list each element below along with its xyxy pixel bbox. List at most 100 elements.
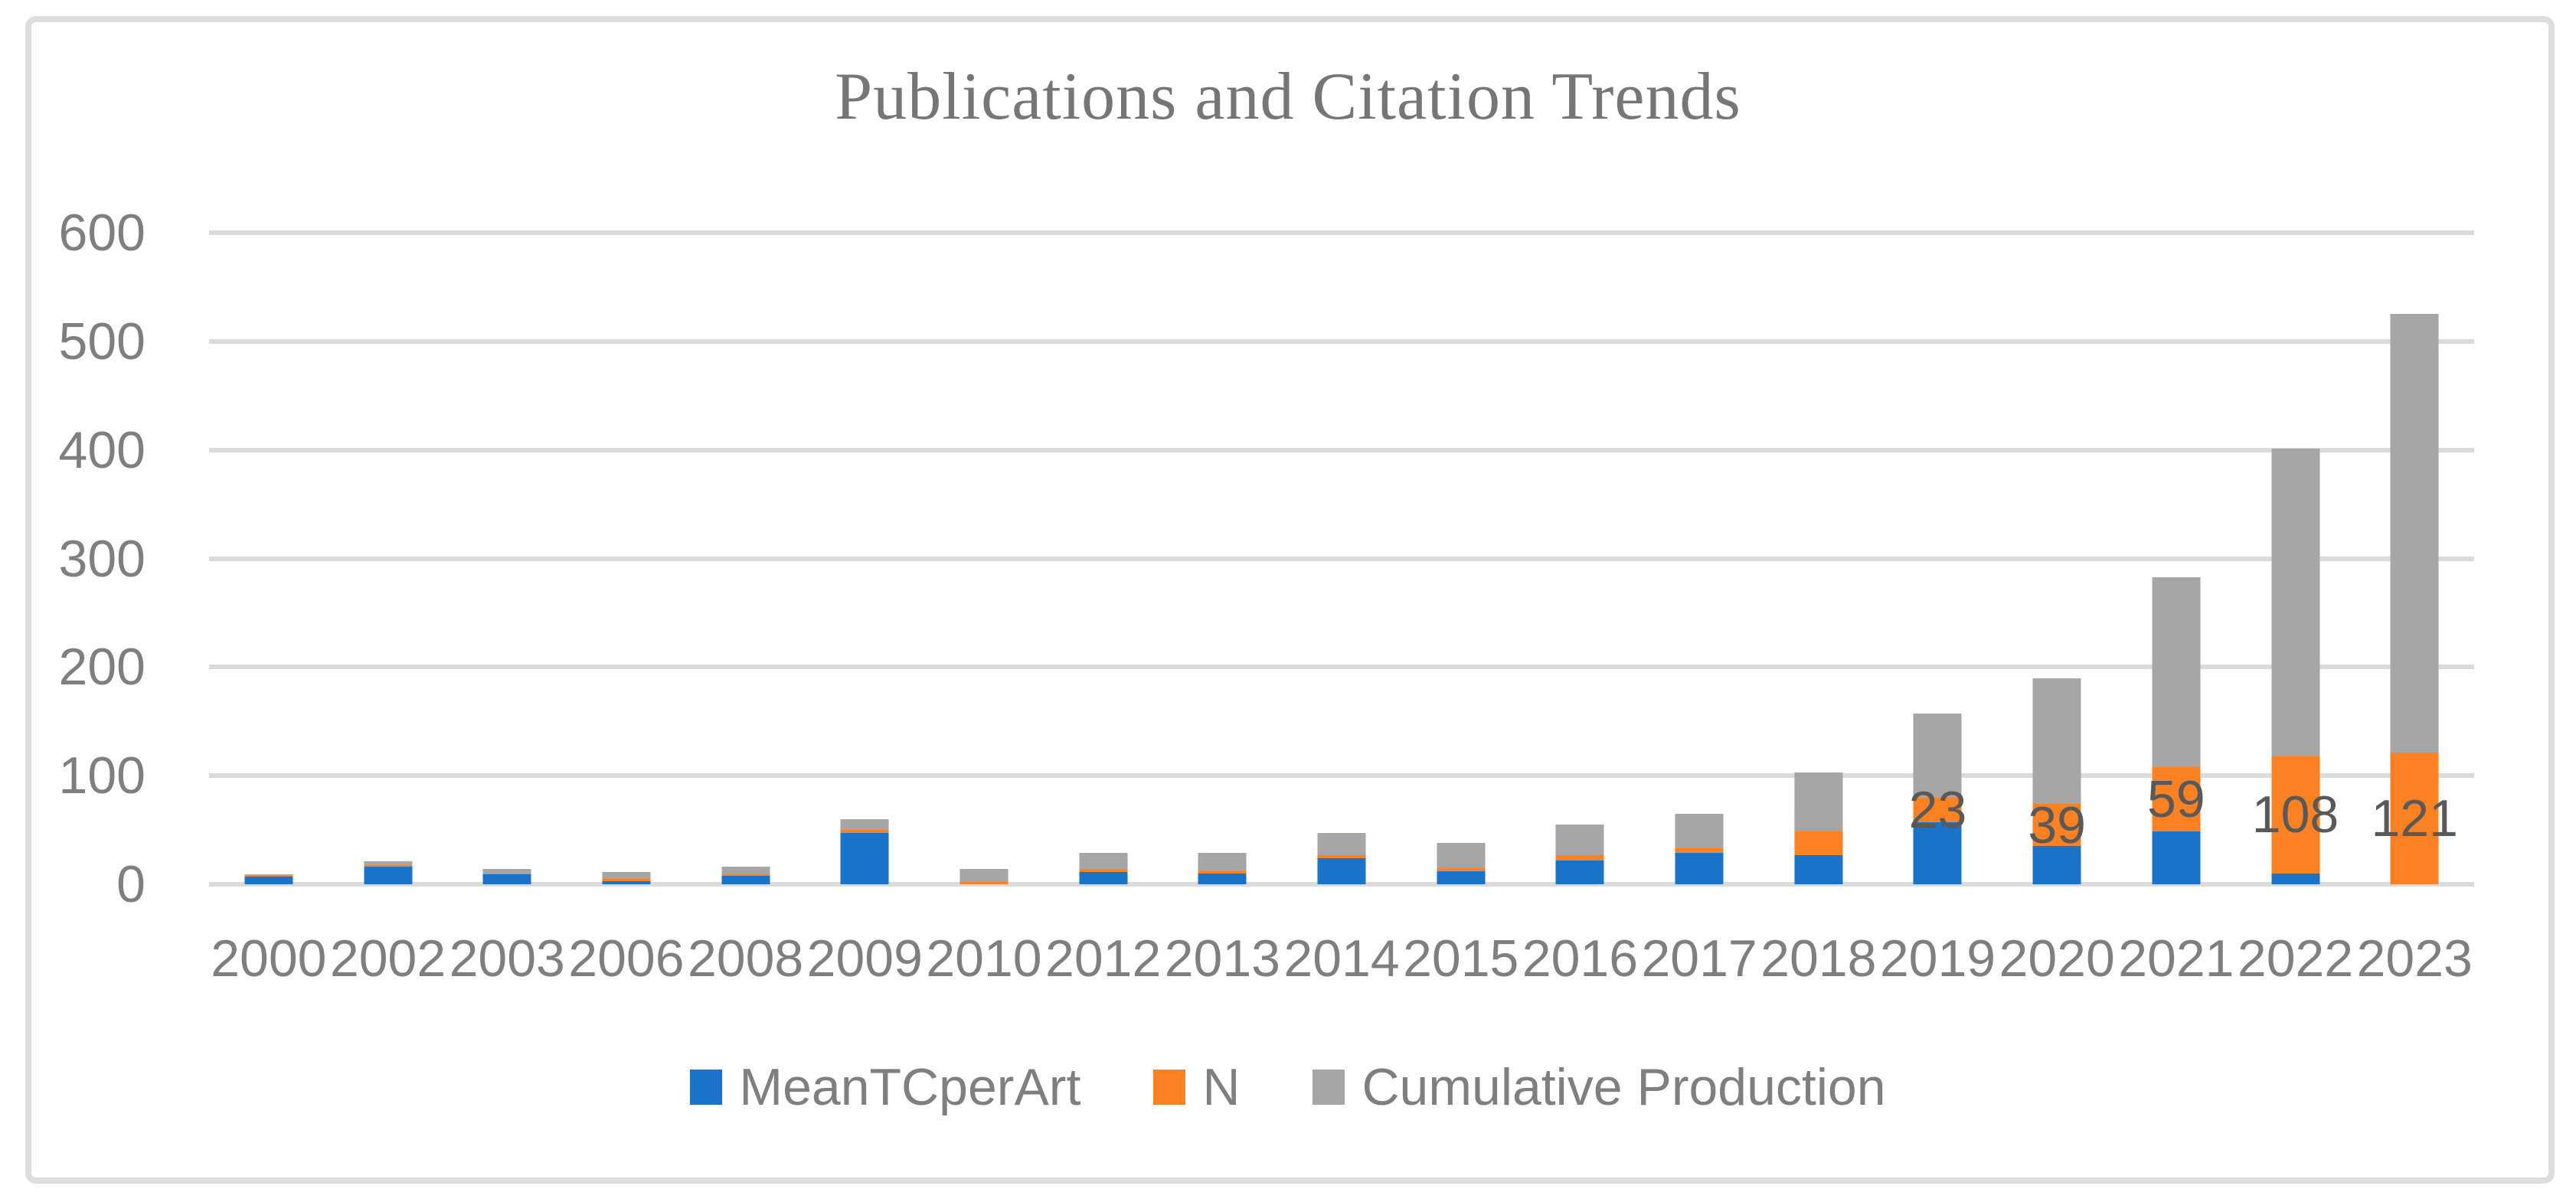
segment-n <box>602 878 651 881</box>
segment-n <box>244 875 293 877</box>
segment-n <box>2152 766 2201 831</box>
segment-cumulative-production <box>1437 843 1486 868</box>
legend-swatch-icon <box>1153 1070 1186 1105</box>
segment-meantcperart <box>2271 873 2320 884</box>
stacked-bar-2013 <box>1198 852 1247 884</box>
segment-cumulative-production <box>1198 852 1247 872</box>
segment-cumulative-production <box>721 867 770 875</box>
stacked-bar-2003 <box>482 869 531 884</box>
stacked-bar-2009 <box>840 818 889 884</box>
bar-slot-2006 <box>567 233 686 884</box>
data-label-2019: 23 <box>1908 780 1967 839</box>
bar-slot-2019: 23 <box>1878 233 1998 884</box>
stacked-bar-2008 <box>721 867 770 884</box>
chart-frame-border <box>25 16 2555 1184</box>
segment-n <box>1317 854 1366 858</box>
segment-meantcperart <box>1198 873 1247 884</box>
stacked-bar-2022 <box>2271 449 2320 884</box>
gridline-300 <box>209 557 2474 561</box>
bar-slot-2008 <box>686 233 806 884</box>
segment-n <box>2271 756 2320 874</box>
bar-slot-2023: 121 <box>2355 233 2474 884</box>
bar-slot-2015 <box>1401 233 1521 884</box>
segment-n <box>840 830 889 834</box>
segment-cumulative-production <box>1079 852 1128 870</box>
x-tick-label-2002: 2002 <box>329 929 446 988</box>
segment-meantcperart <box>1317 858 1366 884</box>
segment-cumulative-production <box>2271 449 2320 756</box>
y-axis-tick-labels: 600 500 400 300 200 100 0 <box>0 0 145 1202</box>
legend-item-meantcperart: MeanTCperArt <box>690 1061 1080 1113</box>
x-tick-label-2019: 2019 <box>1879 929 1996 988</box>
segment-cumulative-production <box>2390 314 2439 753</box>
segment-meantcperart <box>1079 872 1128 884</box>
x-tick-label-2021: 2021 <box>2118 929 2234 988</box>
segment-cumulative-production <box>2032 678 2081 805</box>
legend-item-n: N <box>1153 1061 1240 1113</box>
stacked-bar-2002 <box>364 861 413 884</box>
stacked-bar-2018 <box>1794 772 1843 884</box>
segment-meantcperart <box>1555 860 1604 884</box>
stacked-bar-2015 <box>1437 843 1486 884</box>
x-tick-label-2006: 2006 <box>568 929 685 988</box>
gridline-100 <box>209 773 2474 778</box>
bars-container: 23 39 59 108 121 <box>209 233 2474 884</box>
x-tick-label-2003: 2003 <box>449 929 565 988</box>
stacked-bar-2000 <box>244 874 293 884</box>
segment-cumulative-production <box>1913 714 1962 798</box>
stacked-bar-2021 <box>2152 577 2201 884</box>
segment-meantcperart <box>1675 852 1724 884</box>
bar-slot-2010 <box>924 233 1044 884</box>
segment-n <box>1079 869 1128 873</box>
segment-meantcperart <box>482 874 531 884</box>
gridline-200 <box>209 665 2474 669</box>
legend-item-cumulative-production: Cumulative Production <box>1313 1058 1886 1116</box>
x-tick-label-2015: 2015 <box>1403 929 1519 988</box>
stacked-bar-2023 <box>2390 314 2439 884</box>
y-tick-label: 0 <box>116 855 145 913</box>
plot-area: 23 39 59 108 121 <box>209 230 2474 887</box>
segment-n <box>1913 797 1962 823</box>
segment-n <box>2390 753 2439 884</box>
stacked-bar-2020 <box>2032 678 2081 884</box>
x-tick-label-2000: 2000 <box>211 929 327 988</box>
segment-cumulative-production <box>244 874 293 876</box>
chart-title: Publications and Citation Trends <box>835 60 1741 134</box>
bar-slot-2012 <box>1044 233 1163 884</box>
segment-cumulative-production <box>1317 833 1366 855</box>
data-label-2023: 121 <box>2371 789 2458 848</box>
bar-slot-2018 <box>1759 233 1878 884</box>
segment-meantcperart <box>840 833 889 884</box>
segment-n <box>1437 867 1486 871</box>
x-tick-label-2018: 2018 <box>1760 929 1877 988</box>
segment-meantcperart <box>364 867 413 884</box>
legend-label: Cumulative Production <box>1362 1058 1886 1116</box>
legend-label: MeanTCperArt <box>739 1058 1081 1116</box>
segment-cumulative-production <box>482 869 531 874</box>
segment-meantcperart <box>1794 854 1843 884</box>
x-tick-label-2012: 2012 <box>1045 929 1162 988</box>
segment-n <box>721 874 770 876</box>
segment-meantcperart <box>602 880 651 884</box>
gridline-500 <box>209 339 2474 344</box>
x-tick-label-2020: 2020 <box>1999 929 2115 988</box>
bar-slot-2002 <box>329 233 448 884</box>
x-tick-label-2013: 2013 <box>1164 929 1280 988</box>
segment-n <box>1198 871 1247 874</box>
bar-slot-2017 <box>1639 233 1759 884</box>
stacked-bar-2014 <box>1317 833 1366 884</box>
bar-slot-2009 <box>805 233 924 884</box>
segment-cumulative-production <box>1555 825 1604 855</box>
stacked-bar-2017 <box>1675 813 1724 884</box>
stacked-bar-2019 <box>1913 714 1962 884</box>
data-label-2021: 59 <box>2147 769 2205 828</box>
stacked-bar-2012 <box>1079 852 1128 884</box>
bar-slot-2020: 39 <box>1997 233 2117 884</box>
y-tick-label: 200 <box>58 638 145 696</box>
bar-slot-2003 <box>447 233 567 884</box>
bar-slot-2022: 108 <box>2236 233 2355 884</box>
gridline-600 <box>209 230 2474 235</box>
data-label-2020: 39 <box>2028 795 2086 854</box>
bar-slot-2016 <box>1521 233 1640 884</box>
x-tick-label-2014: 2014 <box>1283 929 1400 988</box>
